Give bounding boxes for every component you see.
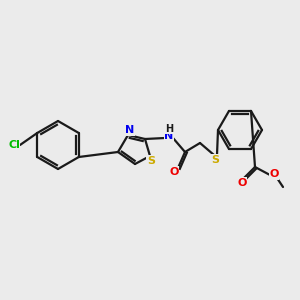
Text: N: N [125, 125, 135, 135]
Text: S: S [211, 155, 219, 165]
Text: Cl: Cl [8, 140, 20, 150]
Text: O: O [269, 169, 279, 179]
Text: O: O [169, 167, 179, 177]
Text: S: S [147, 156, 155, 166]
Text: N: N [164, 131, 174, 141]
Text: H: H [165, 124, 173, 134]
Text: O: O [237, 178, 247, 188]
